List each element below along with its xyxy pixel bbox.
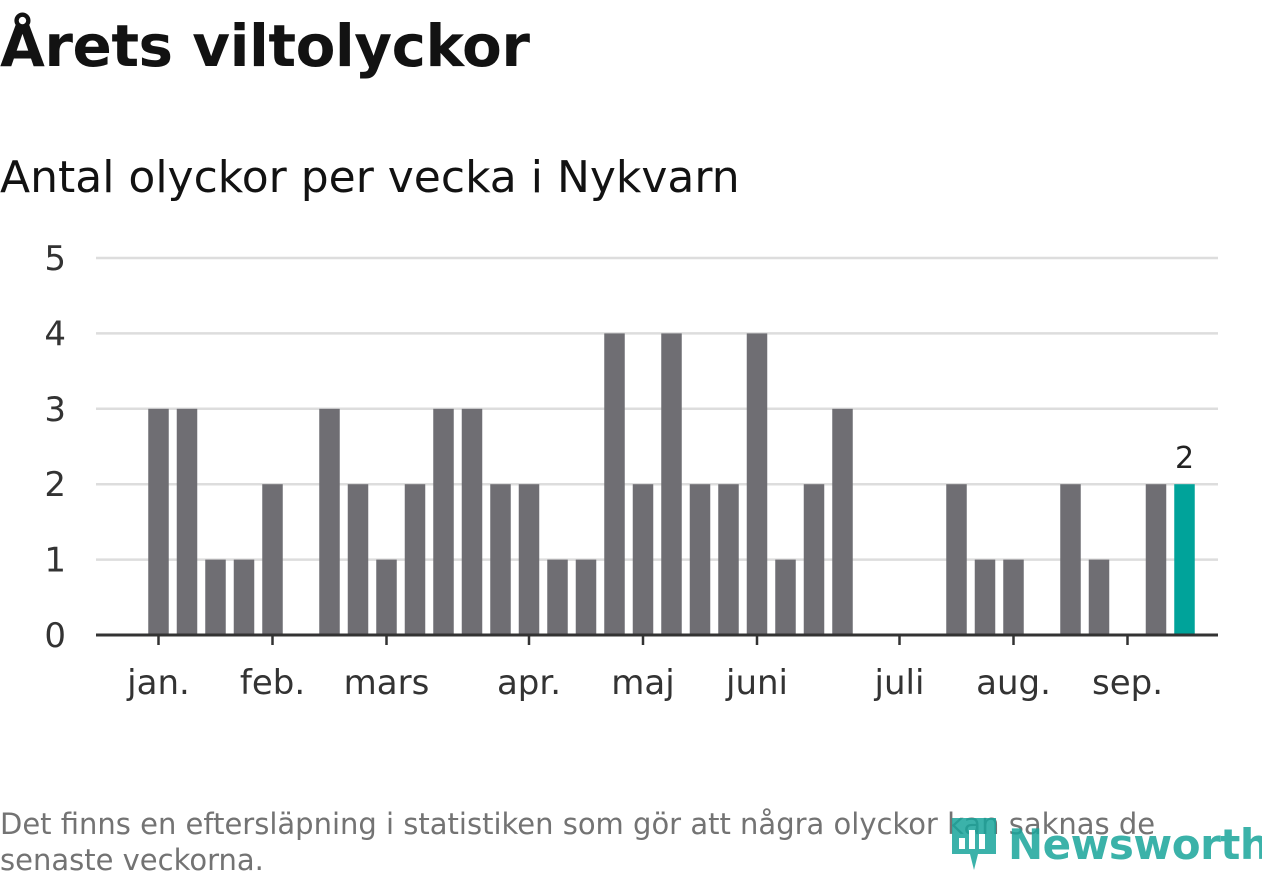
- bar: [205, 559, 226, 635]
- chart-title: Årets viltolyckor: [0, 12, 530, 80]
- x-tick-label: jan.: [126, 663, 190, 703]
- x-tick-label: apr.: [497, 663, 561, 703]
- bar: [718, 484, 739, 635]
- bar: [404, 484, 426, 635]
- bar: [803, 484, 825, 635]
- x-tick-label: juni: [725, 663, 788, 703]
- y-tick-label: 3: [44, 390, 66, 430]
- bar: [1060, 484, 1081, 635]
- bar: [433, 408, 454, 635]
- bar: [604, 333, 625, 635]
- bar: [1145, 484, 1167, 635]
- x-tick-label: sep.: [1092, 663, 1163, 703]
- bar: [632, 484, 654, 635]
- bar: [490, 484, 511, 635]
- bar: [1003, 559, 1024, 635]
- bar: [661, 333, 682, 635]
- y-tick-label: 0: [44, 616, 66, 656]
- bar: [319, 408, 340, 635]
- y-tick-label: 4: [44, 314, 66, 354]
- bar: [176, 408, 198, 635]
- bar: [689, 484, 711, 635]
- bar-value-label: 2: [1175, 441, 1194, 476]
- x-tick-label: mars: [344, 663, 430, 703]
- chart-subtitle: Antal olyckor per vecka i Nykvarn: [0, 152, 740, 203]
- bar: [974, 559, 996, 635]
- bar-highlight: [1174, 484, 1195, 635]
- logo-text: Newsworthy: [1008, 819, 1262, 869]
- bar-chart: 0 1 2 3 4 5 2 jan. feb. mars apr. maj juni juli aug. se…: [44, 239, 1218, 703]
- bar: [148, 408, 169, 635]
- x-tick-label: aug.: [976, 663, 1051, 703]
- bar: [347, 484, 369, 635]
- bar: [1088, 559, 1110, 635]
- x-tick-label: feb.: [240, 663, 305, 703]
- y-tick-label: 1: [44, 541, 66, 581]
- bar: [262, 484, 283, 635]
- bar: [518, 484, 540, 635]
- bar: [376, 559, 397, 635]
- bar-chart-pin-icon: [952, 818, 996, 870]
- bar: [946, 484, 967, 635]
- bar: [832, 408, 853, 635]
- x-tick-label: maj: [611, 663, 674, 703]
- y-tick-label: 2: [44, 465, 66, 505]
- newsworthy-logo: Newsworthy: [948, 814, 1262, 874]
- bar: [775, 559, 796, 635]
- bar: [575, 559, 597, 635]
- bar: [547, 559, 568, 635]
- y-tick-label: 5: [44, 239, 66, 279]
- bar: [233, 559, 255, 635]
- bar: [461, 408, 483, 635]
- bar: [746, 333, 768, 635]
- x-tick-label: juli: [874, 663, 925, 703]
